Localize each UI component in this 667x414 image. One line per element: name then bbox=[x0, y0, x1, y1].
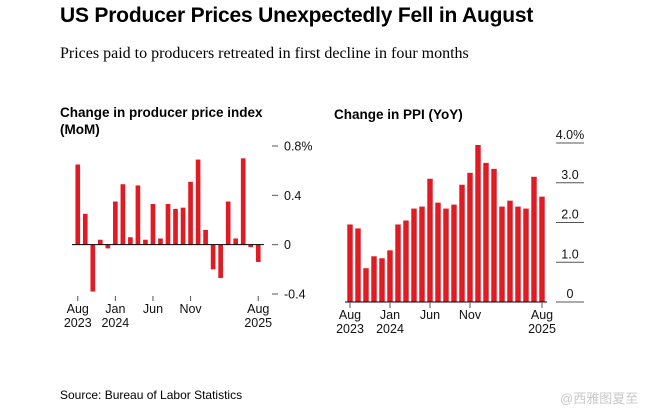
yoy-bar bbox=[531, 176, 537, 302]
mom-bar bbox=[143, 239, 148, 245]
mom-bar bbox=[218, 244, 223, 278]
mom-ytick-label: 0.4 bbox=[284, 189, 301, 203]
yoy-bar bbox=[363, 268, 369, 302]
yoy-xtick-year-label: 2025 bbox=[528, 322, 556, 336]
mom-xtick-label: Nov bbox=[179, 302, 202, 316]
yoy-bar bbox=[379, 258, 385, 302]
mom-bar bbox=[180, 207, 186, 245]
mom-bar bbox=[82, 213, 88, 245]
page-subtitle: Prices paid to producers retreated in fi… bbox=[60, 45, 469, 62]
yoy-bar bbox=[435, 202, 441, 303]
mom-bar bbox=[195, 159, 201, 245]
mom-bar bbox=[97, 239, 103, 245]
mom-bar bbox=[128, 237, 133, 245]
yoy-bar bbox=[371, 256, 377, 302]
yoy-xtick-label: Nov bbox=[459, 308, 482, 322]
yoy-bar bbox=[483, 162, 489, 303]
yoy-bar bbox=[419, 206, 425, 302]
yoy-bar bbox=[507, 200, 513, 302]
mom-bar bbox=[135, 185, 141, 245]
yoy-bar bbox=[355, 228, 361, 302]
yoy-bar bbox=[443, 208, 449, 302]
mom-bar bbox=[75, 164, 81, 245]
yoy-bar bbox=[523, 208, 529, 302]
yoy-xtick-label: Jan bbox=[380, 308, 400, 322]
mom-bar bbox=[173, 208, 178, 245]
mom-bar bbox=[158, 238, 163, 245]
mom-xtick-year-label: 2023 bbox=[64, 316, 92, 330]
yoy-bar bbox=[499, 206, 505, 302]
mom-xtick-label: Aug bbox=[67, 302, 89, 316]
mom-ytick-label: 0 bbox=[284, 238, 291, 252]
mom-xtick-label: Jun bbox=[143, 302, 163, 316]
yoy-bar bbox=[451, 204, 457, 302]
mom-bar bbox=[105, 244, 111, 249]
yoy-xtick-label: Aug bbox=[531, 308, 553, 322]
mom-bar bbox=[255, 244, 261, 262]
mom-ytick-label: 0.8% bbox=[284, 140, 313, 154]
mom-bar bbox=[233, 238, 239, 245]
yoy-bar bbox=[467, 172, 473, 302]
mom-xtick-label: Aug bbox=[247, 302, 269, 316]
yoy-bar bbox=[387, 250, 393, 302]
mom-bar bbox=[90, 244, 96, 292]
yoy-bar bbox=[475, 144, 481, 302]
mom-bar bbox=[113, 201, 118, 245]
yoy-bar bbox=[347, 224, 353, 302]
mom-bar bbox=[203, 229, 208, 245]
mom-bar bbox=[188, 181, 193, 245]
yoy-bar bbox=[411, 208, 417, 302]
source-note: Source: Bureau of Labor Statistics bbox=[60, 388, 243, 402]
mom-bar bbox=[248, 244, 254, 248]
mom-xtick-year-label: 2024 bbox=[101, 316, 129, 330]
mom-chart-title: Change in producer price index (MoM) bbox=[60, 105, 263, 137]
watermark-text: @西雅图夏至 bbox=[560, 391, 639, 406]
mom-xtick-label: Jan bbox=[105, 302, 125, 316]
yoy-xtick-year-label: 2024 bbox=[376, 322, 404, 336]
mom-bar bbox=[120, 184, 126, 245]
mom-bar bbox=[225, 201, 231, 245]
yoy-ytick-label: 4.0% bbox=[556, 128, 585, 142]
mom-bar bbox=[150, 203, 156, 245]
yoy-bar bbox=[459, 184, 465, 302]
page-title: US Producer Prices Unexpectedly Fell in … bbox=[60, 4, 534, 27]
yoy-ytick-label: 2.0 bbox=[561, 208, 578, 222]
mom-ytick-label: -0.4 bbox=[284, 288, 306, 302]
yoy-ytick-label: 3.0 bbox=[561, 168, 578, 182]
yoy-bar bbox=[515, 206, 521, 302]
mom-xtick-year-label: 2025 bbox=[244, 316, 272, 330]
yoy-bar bbox=[491, 168, 497, 302]
yoy-xtick-year-label: 2023 bbox=[336, 322, 364, 336]
yoy-bar bbox=[403, 220, 409, 302]
mom-bar bbox=[210, 244, 216, 270]
mom-bar bbox=[165, 203, 171, 245]
yoy-ytick-label: 1.0 bbox=[561, 247, 578, 261]
mom-bar bbox=[240, 158, 246, 245]
yoy-xtick-label: Aug bbox=[339, 308, 361, 322]
yoy-xtick-label: Jun bbox=[420, 308, 440, 322]
yoy-bar bbox=[395, 224, 401, 302]
yoy-chart-title: Change in PPI (YoY) bbox=[334, 107, 463, 122]
yoy-bar bbox=[539, 196, 545, 302]
yoy-bar bbox=[427, 178, 433, 302]
yoy-ytick-label: 0 bbox=[567, 287, 574, 301]
